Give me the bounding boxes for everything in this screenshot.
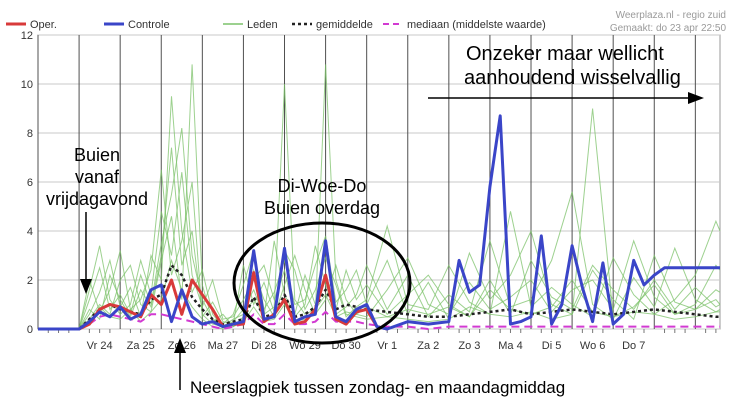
credit-line-2: Gemaakt: do 23 apr 22:50 [610, 23, 727, 34]
annotation-bottom: Neerslagpiek tussen zondag- en maandagmi… [190, 378, 565, 397]
ensemble-member-line [38, 169, 721, 330]
grid [37, 34, 721, 333]
credit-line-1: Weerplaza.nl - regio zuid [616, 10, 726, 21]
y-tick-label: 12 [21, 30, 33, 42]
annotation-arrow-up-head [174, 338, 186, 353]
x-tick-label: Vr 1 [377, 340, 397, 352]
legend-label-gemiddelde: gemiddelde [316, 19, 373, 31]
annotation-left-line-1: Buien [74, 145, 120, 165]
y-tick-label: 4 [27, 226, 33, 238]
legend-label-mediaan: mediaan (middelste waarde) [407, 19, 546, 31]
x-tick-label: Vr 24 [87, 340, 113, 352]
annotation-middle-line-2: Buien overdag [264, 198, 380, 218]
ensemble-member-line [38, 172, 721, 330]
annotation-top-right-line-1: Onzeker maar wellicht [466, 43, 664, 65]
ensemble-member-line [38, 64, 721, 330]
legend-label-leden: Leden [247, 19, 278, 31]
annotation-ellipse [232, 221, 412, 345]
annotation-middle-line-1: Di-Woe-Do [278, 176, 367, 196]
x-tick-label: Ma 27 [208, 340, 239, 352]
y-axis-ticks: 0 2 4 6 8 10 12 [21, 30, 33, 336]
y-tick-label: 10 [21, 79, 33, 91]
annotation-left-line-2: vanaf [75, 167, 120, 187]
y-tick-label: 0 [27, 324, 33, 336]
x-tick-label: Di 5 [542, 340, 562, 352]
series-line-gemiddelde [38, 264, 720, 331]
x-tick-label: Wo 6 [580, 340, 605, 352]
x-tick-label: Ma 4 [498, 340, 522, 352]
annotation-left-line-3: vrijdagavond [46, 189, 148, 209]
x-tick-label: Za 25 [127, 340, 155, 352]
x-tick-label: Di 28 [251, 340, 277, 352]
x-tick-label: Zo 3 [458, 340, 480, 352]
annotation-arrow-right-head [688, 92, 704, 104]
ensemble-member-line [38, 96, 721, 330]
annotation-top-right-line-2: aanhoudend wisselvallig [464, 67, 681, 89]
x-tick-label: Za 2 [417, 340, 439, 352]
y-tick-label: 6 [27, 177, 33, 189]
series-line-mediaan [38, 310, 720, 330]
y-tick-label: 8 [27, 128, 33, 140]
legend-label-oper: Oper. [30, 19, 57, 31]
legend-label-controle: Controle [128, 19, 170, 31]
annotation-arrow-down-head [80, 279, 92, 294]
y-tick-label: 2 [27, 275, 33, 287]
x-tick-label: Do 7 [622, 340, 645, 352]
legend: Oper. Controle Leden gemiddelde mediaan (mid… [6, 19, 546, 31]
